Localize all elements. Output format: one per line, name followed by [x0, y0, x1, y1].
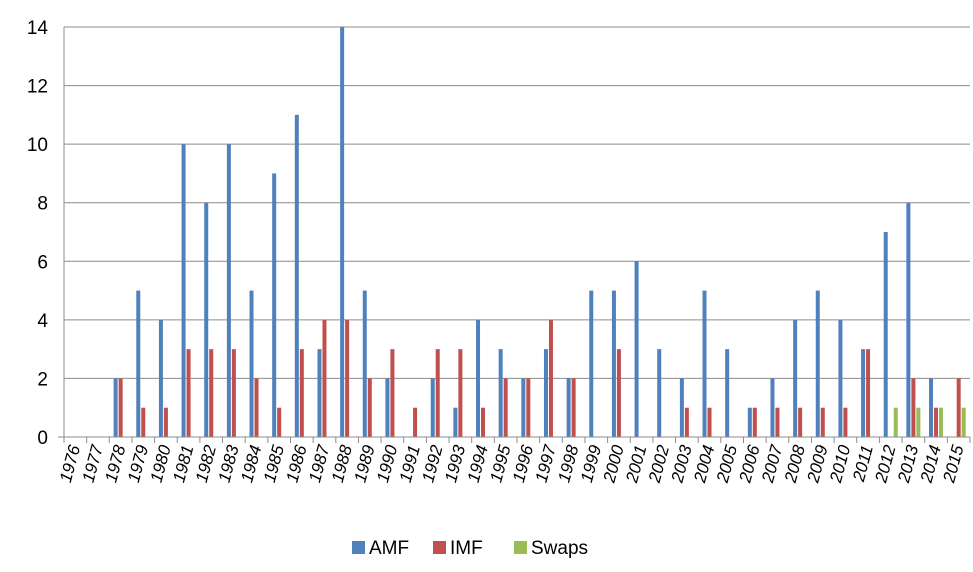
bar-imf-1990 [390, 349, 395, 437]
bar-imf-2013 [911, 378, 916, 437]
bar-imf-2006 [752, 407, 757, 437]
axes [58, 27, 971, 443]
bar-imf-1998 [571, 378, 576, 437]
bar-imf-1995 [503, 378, 508, 437]
bar-imf-1992 [435, 349, 440, 437]
bar-imf-1980 [163, 407, 168, 437]
y-tick-label: 4 [37, 311, 48, 332]
bar-amf-1999 [589, 290, 594, 437]
bar-imf-2008 [798, 407, 803, 437]
bar-amf-2001 [634, 261, 639, 437]
bar-imf-2011 [866, 349, 871, 437]
y-tick-label: 6 [37, 252, 48, 273]
legend-swatch-imf [433, 541, 446, 554]
bar-imf-1994 [481, 407, 486, 437]
bar-amf-1997 [543, 349, 548, 437]
bar-amf-2012 [883, 232, 888, 437]
bar-imf-1991 [413, 407, 418, 437]
y-tick-label: 12 [27, 77, 48, 98]
y-tick-label: 8 [37, 194, 48, 215]
gridlines [64, 26, 970, 379]
bar-imf-2010 [843, 407, 848, 437]
bar-amf-1986 [294, 114, 299, 438]
bar-imf-1985 [277, 407, 282, 437]
legend-swatch-swaps [514, 541, 527, 554]
x-axis-ticks: 1976197719781979198019811982198319841985… [56, 443, 968, 486]
bar-amf-1988 [340, 27, 345, 437]
y-tick-label: 10 [27, 135, 48, 156]
bar-amf-2004 [702, 290, 707, 437]
bar-amf-2009 [815, 290, 820, 437]
bar-imf-1982 [209, 349, 214, 437]
bar-amf-2014 [929, 378, 934, 437]
bar-amf-1995 [498, 349, 503, 437]
bar-swaps-2014 [939, 407, 944, 437]
bar-imf-1981 [186, 349, 191, 437]
bar-imf-2015 [956, 378, 961, 437]
bar-imf-1979 [141, 407, 146, 437]
bar-amf-1990 [385, 378, 390, 437]
legend-label-amf: AMF [369, 538, 409, 559]
bar-swaps-2013 [916, 407, 921, 437]
bar-amf-1980 [158, 319, 163, 437]
bar-swaps-2015 [961, 407, 966, 437]
bar-imf-1989 [367, 378, 372, 437]
bar-imf-1996 [526, 378, 531, 437]
bar-imf-1984 [254, 378, 259, 437]
bar-amf-1994 [476, 319, 481, 437]
bar-amf-1993 [453, 407, 458, 437]
bar-amf-2006 [747, 407, 752, 437]
bar-imf-1986 [299, 349, 304, 437]
bar-amf-1979 [136, 290, 141, 437]
bar-amf-1978 [113, 378, 118, 437]
bar-amf-1987 [317, 349, 322, 437]
bar-amf-2000 [611, 290, 616, 437]
bar-amf-2007 [770, 378, 775, 437]
bar-amf-2013 [906, 202, 911, 437]
bar-amf-1998 [566, 378, 571, 437]
bar-imf-1993 [458, 349, 463, 437]
bar-imf-2014 [934, 407, 939, 437]
bar-amf-1981 [181, 144, 186, 437]
bar-amf-2005 [725, 349, 730, 437]
bar-amf-1992 [430, 378, 435, 437]
bar-amf-2003 [679, 378, 684, 437]
bar-amf-1982 [204, 202, 209, 437]
bar-imf-2009 [820, 407, 825, 437]
bar-amf-1985 [272, 173, 277, 437]
bar-amf-2010 [838, 319, 843, 437]
y-tick-label: 2 [37, 369, 48, 390]
bar-amf-1996 [521, 378, 526, 437]
bar-amf-2002 [657, 349, 662, 437]
bars [113, 27, 966, 438]
y-axis-ticks: 0 2 4 6 8 10 12 14 [27, 18, 49, 449]
legend-swatch-amf [352, 541, 365, 554]
bar-imf-2003 [684, 407, 689, 437]
y-tick-label: 0 [37, 428, 48, 449]
y-tick-label: 14 [27, 18, 49, 39]
legend-label-imf: IMF [450, 538, 483, 559]
bar-imf-1987 [322, 319, 327, 437]
bar-amf-1984 [249, 290, 254, 437]
legend: AMF IMF Swaps [352, 538, 588, 559]
legend-label-swaps: Swaps [531, 538, 588, 559]
bar-imf-2000 [616, 349, 621, 437]
bar-imf-1997 [548, 319, 553, 437]
bar-amf-2008 [793, 319, 798, 437]
bar-imf-1988 [345, 319, 350, 437]
bar-amf-1983 [226, 144, 231, 437]
bar-imf-2004 [707, 407, 712, 437]
bar-imf-1983 [231, 349, 236, 437]
bar-imf-1978 [118, 378, 123, 437]
bar-amf-2011 [861, 349, 866, 437]
bar-imf-2007 [775, 407, 780, 437]
bar-amf-1989 [362, 290, 367, 437]
bar-swaps-2012 [893, 407, 898, 437]
